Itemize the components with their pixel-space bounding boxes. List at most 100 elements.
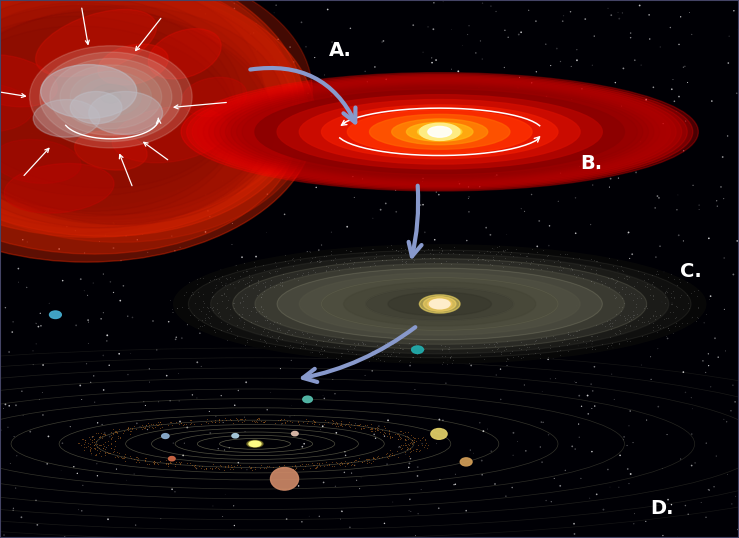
Point (217, 37, 229, 45)
Point (732, 525, 739, 534)
Point (412, 463, 423, 471)
Point (164, 417, 176, 426)
Point (609, 279, 621, 287)
Point (331, 179, 343, 187)
Point (667, 308, 679, 317)
Point (132, 456, 144, 464)
Point (573, 325, 585, 334)
Point (511, 437, 523, 446)
Point (72, 438, 84, 447)
Point (27, 360, 39, 369)
Point (259, 418, 270, 427)
Point (198, 464, 210, 473)
Ellipse shape (370, 115, 510, 150)
Point (444, 352, 456, 361)
Point (542, 355, 554, 364)
Point (639, 282, 651, 291)
Point (588, 281, 600, 289)
Point (462, 256, 474, 264)
Point (166, 86, 178, 95)
Point (344, 24, 356, 33)
Point (729, 398, 739, 406)
Point (327, 462, 339, 470)
Point (549, 334, 561, 343)
Point (701, 439, 712, 448)
Point (585, 331, 597, 340)
Point (175, 419, 187, 427)
Point (303, 333, 315, 342)
Point (323, 461, 335, 469)
Point (718, 415, 730, 423)
Point (336, 421, 348, 430)
Point (631, 294, 643, 302)
Point (245, 275, 256, 284)
Point (599, 322, 610, 331)
Point (143, 419, 154, 428)
Point (313, 105, 324, 114)
Point (211, 299, 222, 308)
Point (617, 267, 629, 275)
Point (336, 459, 348, 468)
Ellipse shape (232, 434, 239, 438)
Point (117, 454, 129, 462)
Point (153, 420, 165, 429)
Point (416, 434, 428, 442)
Point (426, 58, 438, 67)
Point (202, 303, 214, 312)
Point (11, 186, 23, 194)
Point (367, 454, 379, 462)
Ellipse shape (162, 434, 169, 438)
Point (568, 529, 580, 538)
Point (618, 64, 630, 73)
Point (331, 420, 343, 428)
Point (300, 337, 312, 346)
Text: C.: C. (680, 262, 701, 281)
Point (197, 274, 208, 282)
Point (253, 285, 265, 294)
Point (30, 319, 42, 328)
Point (121, 424, 133, 433)
Point (319, 346, 330, 355)
Point (122, 423, 134, 431)
Point (243, 271, 255, 279)
Point (273, 331, 285, 340)
Point (248, 284, 259, 292)
Point (375, 453, 387, 462)
Ellipse shape (0, 0, 263, 208)
Point (35, 322, 47, 330)
Point (203, 277, 215, 286)
Point (692, 302, 704, 311)
Point (220, 274, 232, 282)
Point (389, 430, 401, 438)
Point (428, 0, 440, 7)
Point (602, 342, 613, 350)
Point (665, 270, 677, 278)
Point (436, 113, 448, 122)
Point (307, 253, 319, 262)
Point (369, 62, 381, 71)
Point (613, 311, 625, 320)
Point (264, 64, 276, 73)
Point (644, 291, 656, 300)
Point (251, 415, 263, 423)
Point (243, 280, 255, 289)
Point (650, 253, 662, 261)
Point (533, 260, 545, 269)
Point (570, 194, 582, 202)
Ellipse shape (211, 254, 669, 354)
Point (246, 273, 258, 281)
Point (646, 280, 658, 288)
Point (205, 416, 217, 425)
Point (478, 249, 490, 258)
Point (471, 253, 483, 262)
Point (612, 8, 624, 17)
Point (83, 318, 95, 327)
Point (493, 113, 505, 122)
Point (715, 182, 727, 191)
Point (540, 40, 552, 48)
Point (184, 459, 196, 468)
Point (442, 345, 454, 353)
Point (374, 151, 386, 160)
Point (166, 421, 178, 429)
Point (96, 432, 108, 441)
